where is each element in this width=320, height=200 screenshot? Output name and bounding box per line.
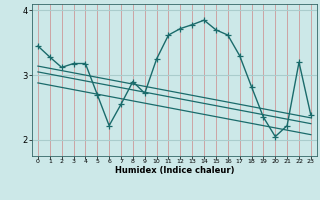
X-axis label: Humidex (Indice chaleur): Humidex (Indice chaleur)	[115, 166, 234, 175]
